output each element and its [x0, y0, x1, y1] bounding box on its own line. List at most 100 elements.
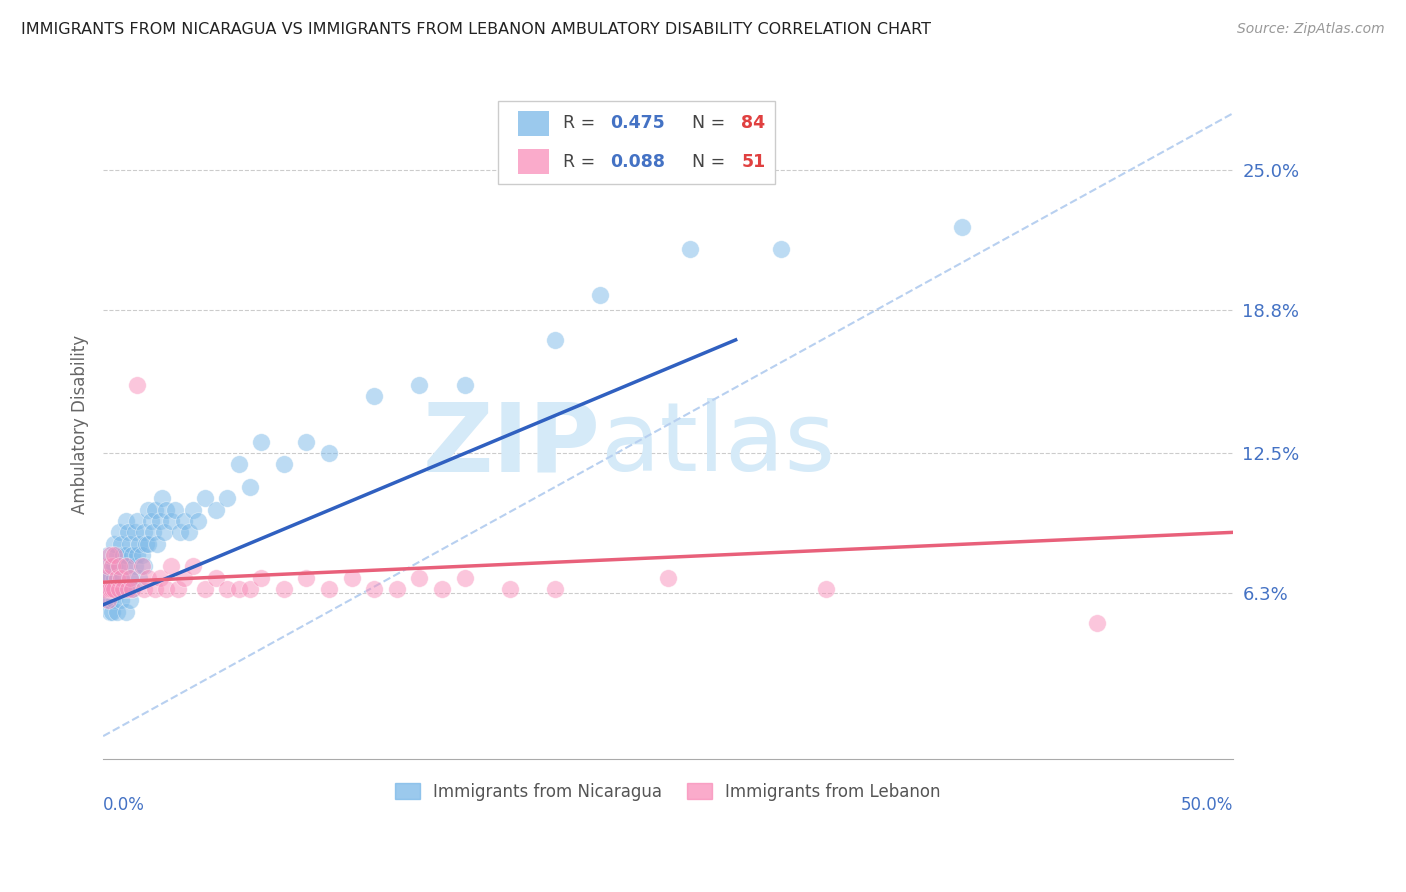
Point	[128, 571, 150, 585]
Point	[128, 537, 150, 551]
Point	[97, 593, 120, 607]
Point	[120, 571, 142, 585]
Point	[124, 559, 146, 574]
Point	[228, 458, 250, 472]
Point	[408, 571, 430, 585]
Point	[110, 593, 132, 607]
Point	[103, 548, 125, 562]
Point	[1085, 615, 1108, 630]
Legend: Immigrants from Nicaragua, Immigrants from Lebanon: Immigrants from Nicaragua, Immigrants fr…	[388, 776, 948, 807]
Point	[143, 502, 166, 516]
Point	[98, 605, 121, 619]
Point	[114, 582, 136, 596]
Point	[98, 593, 121, 607]
Point	[112, 582, 135, 596]
Text: 0.475: 0.475	[610, 114, 665, 132]
Point	[194, 491, 217, 506]
Point	[108, 582, 131, 596]
Point	[101, 559, 124, 574]
Text: R =: R =	[562, 153, 600, 170]
Point	[228, 582, 250, 596]
Point	[544, 582, 567, 596]
Point	[94, 582, 117, 596]
Point	[97, 593, 120, 607]
Point	[139, 514, 162, 528]
Point	[124, 525, 146, 540]
Point	[385, 582, 408, 596]
Point	[120, 537, 142, 551]
Point	[114, 514, 136, 528]
Point	[544, 333, 567, 347]
Point	[142, 525, 165, 540]
Text: 50.0%: 50.0%	[1180, 796, 1233, 814]
Text: N =: N =	[682, 153, 731, 170]
Point	[103, 593, 125, 607]
Y-axis label: Ambulatory Disability: Ambulatory Disability	[72, 335, 89, 515]
Point	[97, 548, 120, 562]
Point	[103, 571, 125, 585]
Point	[135, 537, 157, 551]
Point	[121, 548, 143, 562]
Point	[205, 571, 228, 585]
Point	[108, 525, 131, 540]
Point	[131, 559, 153, 574]
Point	[103, 582, 125, 596]
Point	[146, 537, 169, 551]
Point	[110, 571, 132, 585]
Point	[101, 582, 124, 596]
Point	[295, 571, 318, 585]
Point	[318, 446, 340, 460]
Point	[105, 582, 128, 596]
Point	[250, 434, 273, 449]
Point	[121, 582, 143, 596]
Point	[97, 582, 120, 596]
Point	[183, 559, 205, 574]
Point	[769, 243, 792, 257]
Point	[187, 514, 209, 528]
Point	[273, 582, 295, 596]
Point	[453, 571, 475, 585]
Point	[114, 605, 136, 619]
Point	[117, 559, 139, 574]
Point	[94, 582, 117, 596]
Point	[408, 378, 430, 392]
Point	[177, 525, 200, 540]
Point	[149, 514, 172, 528]
Point	[155, 582, 177, 596]
Point	[363, 390, 385, 404]
Text: N =: N =	[682, 114, 731, 132]
Point	[679, 243, 702, 257]
Text: Source: ZipAtlas.com: Source: ZipAtlas.com	[1237, 22, 1385, 37]
Point	[160, 559, 183, 574]
Point	[131, 548, 153, 562]
Point	[153, 525, 176, 540]
Text: 0.088: 0.088	[610, 153, 665, 170]
Point	[125, 378, 148, 392]
Text: IMMIGRANTS FROM NICARAGUA VS IMMIGRANTS FROM LEBANON AMBULATORY DISABILITY CORRE: IMMIGRANTS FROM NICARAGUA VS IMMIGRANTS …	[21, 22, 931, 37]
Point	[114, 559, 136, 574]
Point	[98, 582, 121, 596]
Point	[273, 458, 295, 472]
Point	[120, 571, 142, 585]
Point	[340, 571, 363, 585]
Point	[143, 582, 166, 596]
Point	[94, 571, 117, 585]
Point	[105, 571, 128, 585]
Point	[160, 514, 183, 528]
Point	[98, 582, 121, 596]
Point	[169, 525, 191, 540]
Point	[97, 582, 120, 596]
Point	[117, 525, 139, 540]
Point	[103, 537, 125, 551]
Point	[132, 559, 155, 574]
Point	[136, 571, 159, 585]
Text: R =: R =	[562, 114, 600, 132]
Point	[103, 559, 125, 574]
Point	[105, 605, 128, 619]
Point	[453, 378, 475, 392]
Point	[165, 502, 187, 516]
Point	[110, 537, 132, 551]
Point	[136, 537, 159, 551]
FancyBboxPatch shape	[517, 111, 550, 136]
Point	[105, 548, 128, 562]
